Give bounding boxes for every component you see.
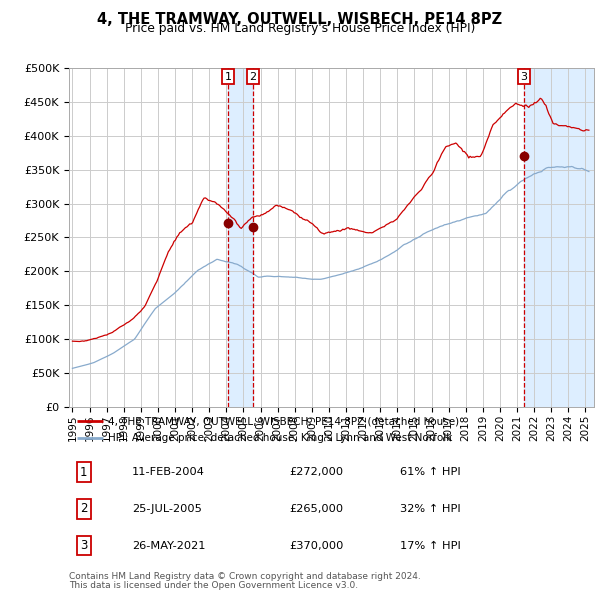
Text: 26-MAY-2021: 26-MAY-2021 (132, 540, 205, 550)
Bar (524, 68, 594, 407)
Text: £370,000: £370,000 (290, 540, 344, 550)
Text: 61% ↑ HPI: 61% ↑ HPI (400, 467, 461, 477)
Text: £265,000: £265,000 (290, 504, 344, 514)
Text: This data is licensed under the Open Government Licence v3.0.: This data is licensed under the Open Gov… (69, 581, 358, 589)
Text: 17% ↑ HPI: 17% ↑ HPI (400, 540, 461, 550)
Text: Contains HM Land Registry data © Crown copyright and database right 2024.: Contains HM Land Registry data © Crown c… (69, 572, 421, 581)
Text: 3: 3 (80, 539, 88, 552)
Text: HPI: Average price, detached house, King's Lynn and West Norfolk: HPI: Average price, detached house, King… (109, 434, 453, 443)
Text: 3: 3 (520, 71, 527, 81)
Text: 1: 1 (80, 466, 88, 478)
Text: 2: 2 (250, 71, 257, 81)
Text: 2: 2 (80, 502, 88, 516)
Text: 32% ↑ HPI: 32% ↑ HPI (400, 504, 461, 514)
Text: 4, THE TRAMWAY, OUTWELL, WISBECH, PE14 8PZ (detached house): 4, THE TRAMWAY, OUTWELL, WISBECH, PE14 8… (109, 417, 460, 426)
Text: 11-FEB-2004: 11-FEB-2004 (132, 467, 205, 477)
Text: 25-JUL-2005: 25-JUL-2005 (132, 504, 202, 514)
Text: 1: 1 (225, 71, 232, 81)
Bar (228, 68, 253, 407)
Text: 4, THE TRAMWAY, OUTWELL, WISBECH, PE14 8PZ: 4, THE TRAMWAY, OUTWELL, WISBECH, PE14 8… (97, 12, 503, 27)
Text: Price paid vs. HM Land Registry's House Price Index (HPI): Price paid vs. HM Land Registry's House … (125, 22, 475, 35)
Text: £272,000: £272,000 (290, 467, 344, 477)
